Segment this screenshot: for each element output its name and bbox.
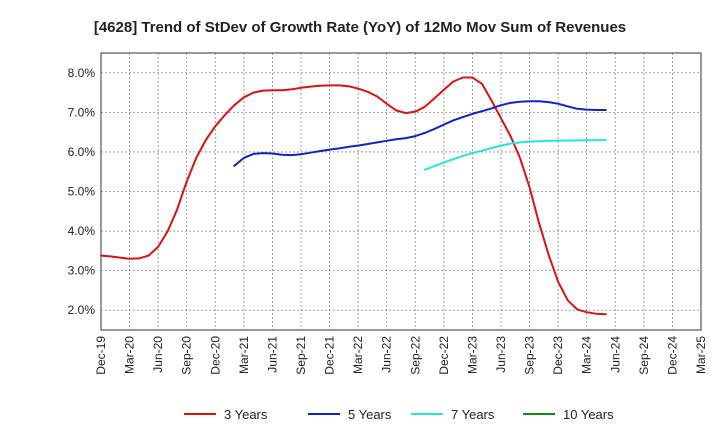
x-tick-label: Dec-19 (94, 336, 108, 375)
x-tick-label: Jun-20 (151, 336, 165, 373)
x-tick-label: Jun-21 (265, 336, 279, 373)
legend: 3 Years 5 Years 7 Years 10 Years (184, 407, 614, 422)
x-tick-label: Jun-23 (494, 336, 508, 373)
y-tick-label: 6.0% (68, 145, 96, 159)
legend-label-10-years: 10 Years (563, 407, 614, 422)
y-tick-label: 7.0% (68, 105, 96, 119)
x-tick-label: Mar-21 (237, 336, 251, 374)
x-tick-label: Mar-22 (351, 336, 365, 374)
legend-label-7-years: 7 Years (451, 407, 495, 422)
legend-label-5-years: 5 Years (348, 407, 392, 422)
chart-title: [4628] Trend of StDev of Growth Rate (Yo… (94, 19, 626, 36)
x-tick-label: Jun-22 (380, 336, 394, 373)
series-line-7-years (423, 139, 607, 171)
x-tick-label: Dec-24 (665, 336, 679, 375)
x-tick-label: Dec-23 (551, 336, 565, 375)
y-tick-label: 2.0% (68, 303, 96, 317)
x-tick-label: Sep-23 (523, 336, 537, 375)
x-tick-label: Jun-24 (608, 336, 622, 373)
grid-layer (100, 53, 702, 330)
legend-label-3-years: 3 Years (224, 407, 268, 422)
x-tick-label: Sep-20 (180, 336, 194, 375)
x-tick-label: Sep-24 (637, 336, 651, 375)
y-tick-label: 3.0% (68, 264, 96, 278)
x-tick-label: Dec-22 (437, 336, 451, 375)
y-tick-label: 5.0% (68, 185, 96, 199)
x-tick-label: Mar-25 (694, 336, 708, 374)
x-tick-label: Mar-20 (123, 336, 137, 374)
x-tick-label: Mar-23 (465, 336, 479, 374)
y-tick-label: 4.0% (68, 224, 96, 238)
series-line-3-years (100, 76, 607, 316)
x-tick-label: Dec-21 (323, 336, 337, 375)
y-tick-label: 8.0% (68, 66, 96, 80)
x-tick-label: Mar-24 (580, 336, 594, 374)
x-tick-label: Sep-21 (294, 336, 308, 375)
plot-frame (100, 52, 702, 331)
axis-layer: Dec-19 Mar-20 Jun-20 Sep-20 Dec-20 Mar-21 Jun-… (68, 66, 708, 375)
x-tick-label: Dec-20 (208, 336, 222, 375)
series-layer (100, 76, 607, 316)
series-line-5-years (233, 100, 607, 167)
x-tick-label: Sep-22 (408, 336, 422, 375)
